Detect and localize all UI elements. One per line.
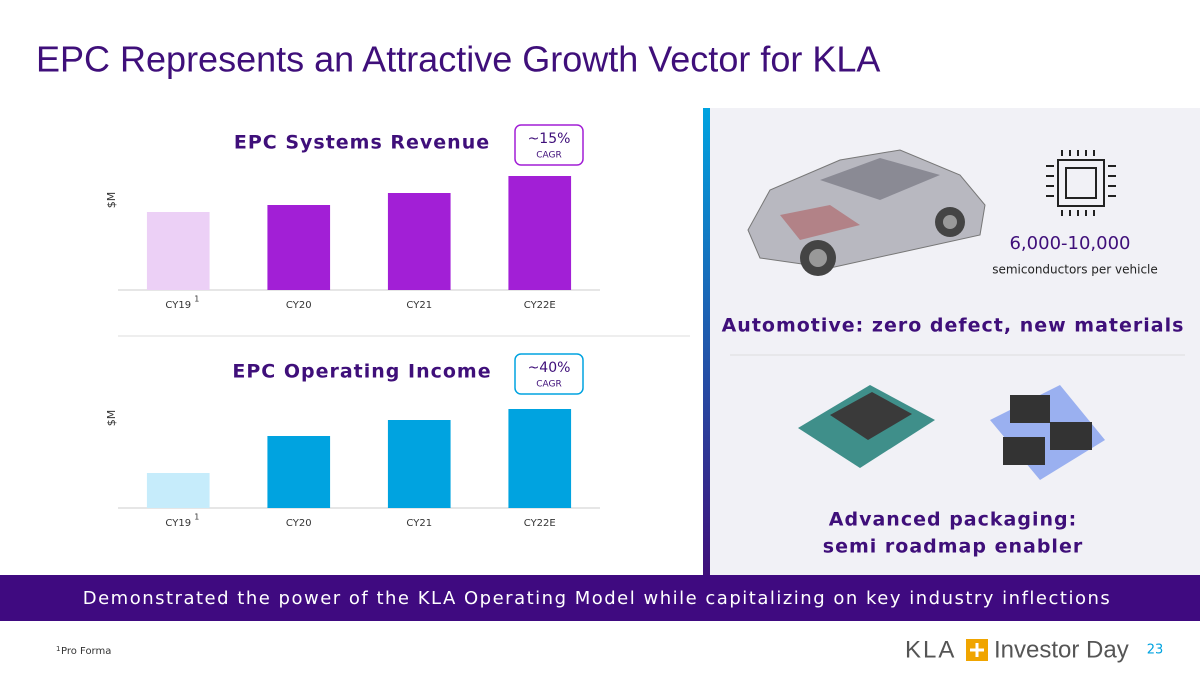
footnote-mark: 1 <box>56 645 60 653</box>
badge-label: CAGR <box>536 151 562 161</box>
packaging-heading: semi roadmap enabler <box>823 536 1083 558</box>
banner-text: Demonstrated the power of the KLA Operat… <box>83 588 1112 609</box>
y-axis-label: $M <box>105 410 118 427</box>
x-tick-label: CY21 <box>406 518 432 529</box>
x-tick-label: CY19 <box>165 300 191 311</box>
brand: KLA <box>905 636 956 663</box>
brand-mark <box>970 643 984 657</box>
divider <box>703 108 710 575</box>
footnote: Pro Forma <box>61 646 111 657</box>
bar <box>146 473 210 508</box>
bar <box>508 409 572 508</box>
bar <box>267 205 331 290</box>
bar <box>146 212 210 290</box>
bar <box>387 420 451 508</box>
package-image <box>798 385 1105 480</box>
footnote-mark: 1 <box>194 513 199 522</box>
y-axis-label: $M <box>105 192 118 209</box>
automotive-heading: Automotive: zero defect, new materials <box>722 315 1185 337</box>
x-tick-label: CY20 <box>286 300 312 311</box>
badge-value: ~40% <box>528 360 571 376</box>
footnote-mark: 1 <box>194 295 199 304</box>
x-tick-label: CY21 <box>406 300 432 311</box>
x-tick-label: CY22E <box>524 300 556 311</box>
count-label: semiconductors per vehicle <box>992 263 1158 277</box>
badge <box>514 124 584 166</box>
banner <box>0 575 1200 621</box>
count: 6,000-10,000 <box>1009 233 1130 254</box>
car-image <box>747 149 986 276</box>
badge-label: CAGR <box>536 380 562 390</box>
x-tick-label: CY19 <box>165 518 191 529</box>
chart-title: EPC Operating Income <box>232 361 491 383</box>
badge <box>514 353 584 395</box>
bar <box>267 436 331 508</box>
x-tick-label: CY22E <box>524 518 556 529</box>
chip-icon <box>1046 150 1116 216</box>
event: Investor Day <box>994 636 1129 663</box>
chart-title: EPC Systems Revenue <box>234 132 490 154</box>
packaging-heading: Advanced packaging: <box>829 509 1077 531</box>
page-number: 23 <box>1147 643 1164 658</box>
bar <box>387 193 451 290</box>
bar <box>508 176 572 290</box>
slide-title: EPC Represents an Attractive Growth Vect… <box>36 39 880 80</box>
badge-value: ~15% <box>528 131 571 147</box>
x-tick-label: CY20 <box>286 518 312 529</box>
